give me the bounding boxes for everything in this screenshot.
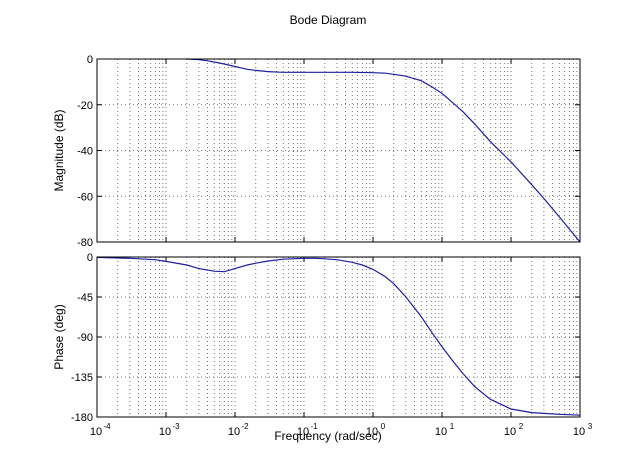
- magnitude-ytick-label: -80: [77, 237, 93, 249]
- magnitude-ytick-label: 0: [87, 54, 93, 66]
- magnitude-ylabel: Magnitude (dB): [52, 109, 66, 191]
- phase-ytick-label: -90: [77, 332, 93, 344]
- phase-ytick-label: -45: [77, 292, 93, 304]
- magnitude-curve: [186, 58, 581, 243]
- phase-ylabel: Phase (deg): [52, 304, 66, 369]
- chart-title: Bode Diagram: [290, 13, 367, 27]
- xtick-exponent: 3: [588, 422, 593, 431]
- magnitude-ytick-label: -60: [77, 191, 93, 203]
- phase-curve: [96, 256, 581, 416]
- xtick-label: 10: [504, 426, 516, 438]
- xtick-label: 10: [228, 426, 240, 438]
- xtick-label: 10: [366, 426, 378, 438]
- xtick-label: 10: [90, 426, 102, 438]
- phase-ytick-label: 0: [87, 252, 93, 264]
- magnitude-ytick-label: -40: [77, 146, 93, 158]
- xtick-label: 10: [159, 426, 171, 438]
- xtick-exponent: -2: [241, 422, 249, 431]
- xtick-exponent: -1: [310, 422, 318, 431]
- xtick-exponent: -4: [103, 422, 111, 431]
- phase-ytick-label: -135: [71, 372, 93, 384]
- xtick-label: 10: [435, 426, 447, 438]
- magnitude-panel: 0 -20 -40 -60 -80 Magnitude (dB): [52, 54, 581, 249]
- xtick-exponent: -3: [172, 422, 180, 431]
- xtick-label: 10: [297, 426, 309, 438]
- phase-ytick-label: -180: [71, 412, 93, 424]
- magnitude-ytick-label: -20: [77, 100, 93, 112]
- xtick-exponent: 0: [381, 422, 386, 431]
- xtick-label: 10: [573, 426, 585, 438]
- xtick-exponent: 1: [450, 422, 455, 431]
- phase-axes-frame: [96, 256, 581, 418]
- x-axis-label: Frequency (rad/sec): [274, 429, 381, 443]
- magnitude-axes-frame: [96, 58, 581, 243]
- xtick-exponent: 2: [519, 422, 524, 431]
